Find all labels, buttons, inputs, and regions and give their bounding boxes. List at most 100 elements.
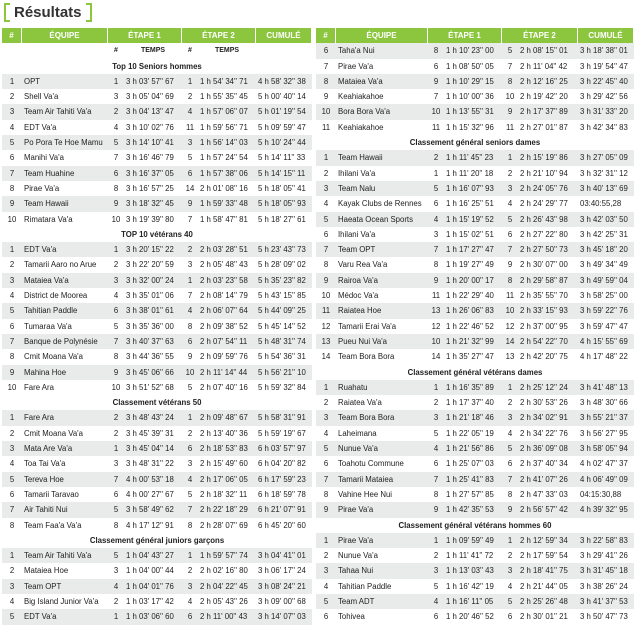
result-row: 9 Pirae Va'a 9 1 h 42' 35'' 53 9 2 h 56' 57''…: [316, 502, 634, 518]
cell: 5: [113, 321, 119, 331]
cell: 1 h 25' 07'' 03: [446, 459, 494, 469]
cell: 9: [323, 505, 329, 515]
result-row: 5 Nunue Va'a 4 1 h 21' 56'' 86 5 2 h 36' 09''…: [316, 441, 634, 457]
cell: 3: [113, 566, 119, 576]
section-title: Classement vétérans 50: [112, 398, 202, 408]
cell: 1 h 09' 59'' 49: [446, 535, 494, 545]
cell: 3: [507, 183, 513, 193]
result-row: 8 Varu Rea Va'a 8 1 h 19' 27'' 49 9 2 h 30' 0…: [316, 257, 634, 272]
cell: 6 h 03' 57'' 97: [258, 444, 306, 454]
cell: 2: [323, 168, 329, 178]
cell: Mahina Hoe: [24, 367, 67, 377]
cell: Toa Tai Va'a: [24, 459, 66, 469]
cell: 1: [113, 245, 119, 255]
cell: 5 h 43' 15'' 85: [258, 291, 306, 301]
spacer: [2, 43, 22, 58]
cell: 3 h 09' 00'' 68: [258, 596, 306, 606]
cell: 9: [187, 199, 193, 209]
cell: 2 h 24' 29'' 77: [520, 199, 568, 209]
cell: 10: [111, 382, 121, 392]
cell: 3: [113, 459, 119, 469]
cell: Team OPT: [24, 581, 62, 591]
cell: 1: [187, 413, 193, 423]
cell: 5: [323, 596, 329, 606]
cell: 11: [321, 122, 331, 132]
cell: 2 h 25' 12'' 24: [520, 382, 568, 392]
result-row: 3 Team Air Tahiti Va'a 2 3 h 04' 13'' 47 4 1 …: [2, 104, 312, 120]
cell: 5: [187, 153, 193, 163]
cell: Po Pora Te Hoe Mamu: [24, 138, 103, 148]
cell: 1 h 11' 45'' 23: [446, 153, 494, 163]
cell: 7: [507, 245, 513, 255]
cell: EDT Va'a: [24, 245, 57, 255]
cell: 3 h 18' 32'' 45: [126, 199, 174, 209]
cell: 2 h 04' 22'' 45: [200, 581, 248, 591]
cell: Banque de Polynésie: [24, 336, 98, 346]
cell: 1 h 21' 56'' 86: [446, 444, 494, 454]
cell: 1 h 27' 57'' 85: [446, 489, 494, 499]
cell: 2 h 28' 07'' 69: [200, 520, 248, 530]
result-row: 4 Big Island Junior Va'a 2 1 h 03' 17'' 42 4…: [2, 594, 312, 609]
cell: 1: [113, 612, 119, 622]
cell: 9: [433, 275, 439, 285]
cell: 3: [187, 581, 193, 591]
cell: 2 h 56' 57'' 42: [520, 505, 568, 515]
cell: 12: [505, 321, 515, 331]
cell: 2 h 21' 10'' 94: [520, 168, 568, 178]
cell: 3: [323, 413, 329, 423]
cell: 4: [187, 474, 193, 484]
cell: 2: [187, 428, 193, 438]
cell: Keahiakahoe: [338, 92, 384, 102]
cell: 1: [187, 551, 193, 561]
cell: 1 h 16' 42'' 19: [446, 581, 494, 591]
cell: 2 h 11' 04'' 42: [520, 61, 568, 71]
cell: 2 h 18' 53'' 83: [200, 444, 248, 454]
cell: Tohivea: [338, 612, 365, 622]
cell: 1 h 57' 06'' 07: [200, 107, 248, 117]
cell: 2 h 24' 05'' 76: [520, 183, 568, 193]
cell: 3 h 31' 45'' 18: [580, 566, 628, 576]
cell: 13: [505, 352, 515, 362]
cell: 3: [187, 138, 193, 148]
cell: 7: [9, 505, 15, 515]
cell: 1 h 22' 29'' 40: [446, 291, 494, 301]
cell: 4: [9, 122, 15, 132]
cell: 5: [433, 183, 439, 193]
cell: 3 h 48' 30'' 66: [580, 398, 628, 408]
result-row: 7 Banque de Polynésie 7 3 h 40' 37'' 63 6 2 h…: [2, 333, 312, 350]
result-row: 5 Po Pora Te Hoe Mamu 5 3 h 14' 10'' 41 3 1 h…: [2, 135, 312, 151]
column-header: #: [316, 28, 336, 44]
cell: 2 h 25' 26'' 48: [520, 596, 568, 606]
result-row: 4 EDT Va'a 4 3 h 10' 02'' 76 11 1 h 59' 56'' …: [2, 120, 312, 135]
cell: 10: [321, 291, 331, 301]
cell: 3 h 49' 59'' 04: [580, 275, 628, 285]
cell: 11: [431, 291, 441, 301]
cell: 7: [323, 474, 329, 484]
cell: 6: [9, 321, 15, 331]
cell: 5 h 44' 09'' 25: [258, 306, 306, 316]
cell: 1: [433, 535, 439, 545]
column-header: ÉTAPE 1: [428, 28, 502, 44]
cell: 5 h 23' 43'' 73: [258, 245, 306, 255]
cell: 5: [113, 551, 119, 561]
cell: 4: [323, 199, 329, 209]
cell: 3 h 16' 46'' 79: [126, 153, 174, 163]
cell: Mataiea Hoe: [24, 566, 69, 576]
cell: 1: [9, 413, 15, 423]
cell: 1: [433, 168, 439, 178]
cell: 4: [433, 596, 439, 606]
cell: 1: [323, 382, 329, 392]
cell: 6: [187, 168, 193, 178]
cell: 3 h 29' 41'' 26: [580, 551, 628, 561]
cell: 2 h 30' 01'' 21: [520, 612, 568, 622]
column-header: CUMULÉ: [256, 28, 312, 44]
result-row: 6 Tumaraa Va'a 5 3 h 35' 36'' 00 8 2 h 09' 38…: [2, 319, 312, 334]
cell: 2 h 18' 41'' 75: [520, 566, 568, 576]
cell: 7: [433, 474, 439, 484]
cell: 2 h 13' 40'' 36: [200, 428, 248, 438]
cell: 3 h 45' 04'' 14: [126, 444, 174, 454]
cell: 8: [9, 352, 15, 362]
cell: 3 h 16' 57'' 25: [126, 183, 174, 193]
cell: 2: [113, 596, 119, 606]
cell: 11: [185, 122, 195, 132]
